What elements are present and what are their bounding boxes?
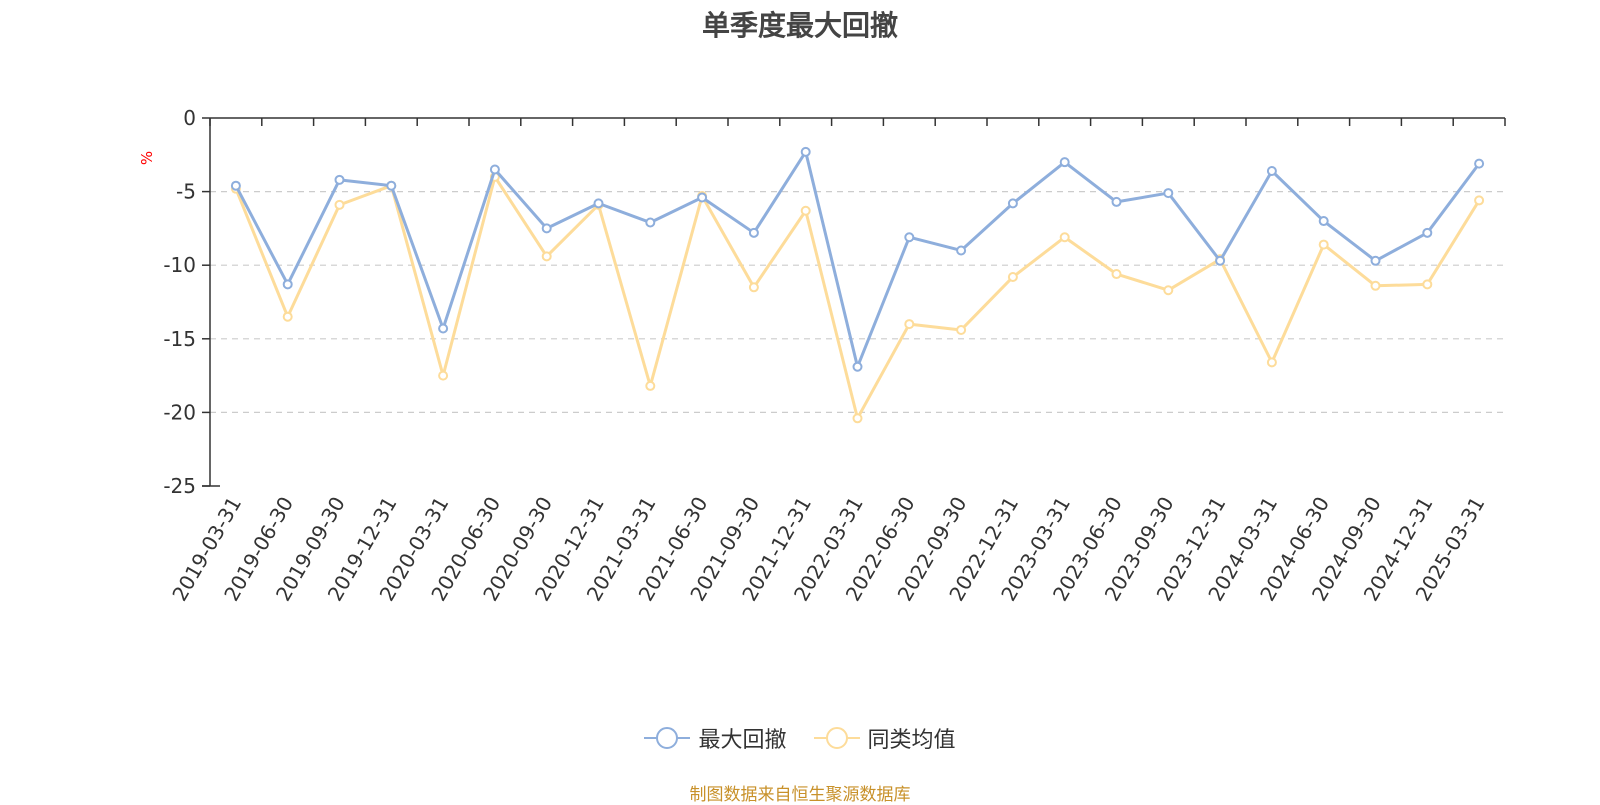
data-point: [645, 217, 656, 228]
data-point: [282, 311, 293, 322]
legend-item-max-drawdown[interactable]: 最大回撤: [644, 722, 787, 754]
series-line: [234, 150, 1481, 369]
data-point: [1007, 198, 1018, 209]
data-point: [334, 174, 345, 185]
y-tick-label: -5: [176, 180, 196, 204]
data-point: [956, 324, 967, 335]
data-point: [386, 180, 397, 191]
legend-label: 同类均值: [867, 728, 956, 753]
data-point: [1007, 271, 1018, 282]
data-point: [800, 205, 811, 216]
data-source-note: 制图数据来自恒生聚源数据库: [689, 785, 911, 805]
data-point: [800, 146, 811, 157]
legend-marker-icon: [644, 727, 691, 749]
y-tick-label: -20: [163, 400, 196, 424]
data-point: [1266, 165, 1277, 176]
y-tick-label: -15: [163, 327, 196, 351]
data-point: [1474, 195, 1485, 206]
y-tick-label: -25: [163, 474, 196, 498]
data-point: [230, 180, 241, 191]
data-point: [1059, 232, 1070, 243]
data-point: [852, 361, 863, 372]
data-point: [438, 370, 449, 381]
series-layer: [230, 146, 1485, 424]
data-point: [1111, 269, 1122, 280]
data-point: [1266, 357, 1277, 368]
data-point: [1215, 255, 1226, 266]
data-point: [852, 413, 863, 424]
y-axis-label: %: [138, 151, 156, 165]
chart-title: 单季度最大回撤: [701, 9, 898, 42]
data-point: [1163, 188, 1174, 199]
data-point: [1059, 157, 1070, 168]
data-point: [748, 282, 759, 293]
legend: 最大回撤 同类均值: [0, 722, 1600, 756]
data-point: [904, 319, 915, 330]
legend-item-peer-average[interactable]: 同类均值: [813, 722, 956, 754]
axes: 0-5-10-15-20-252019-03-312019-06-302019-…: [163, 106, 1506, 605]
data-point: [645, 380, 656, 391]
data-point: [593, 198, 604, 209]
data-point: [1318, 216, 1329, 227]
data-point: [1370, 280, 1381, 291]
data-point: [489, 164, 500, 175]
data-point: [334, 199, 345, 210]
data-point: [1422, 227, 1433, 238]
y-tick-label: -10: [163, 253, 196, 277]
data-point: [1370, 255, 1381, 266]
data-point: [282, 279, 293, 290]
data-point: [748, 227, 759, 238]
y-tick-label: 0: [183, 106, 196, 130]
data-point: [438, 323, 449, 334]
legend-marker-icon: [813, 727, 860, 749]
data-point: [1422, 279, 1433, 290]
data-point: [1318, 239, 1329, 250]
data-point: [1474, 158, 1485, 169]
data-point: [956, 245, 967, 256]
data-point: [697, 192, 708, 203]
grid-lines: [210, 191, 1505, 413]
data-point: [904, 232, 915, 243]
data-point: [541, 251, 552, 262]
data-point: [1111, 196, 1122, 207]
data-point: [1163, 285, 1174, 296]
data-point: [541, 223, 552, 234]
legend-label: 最大回撤: [698, 728, 787, 753]
series-line: [234, 175, 1481, 420]
